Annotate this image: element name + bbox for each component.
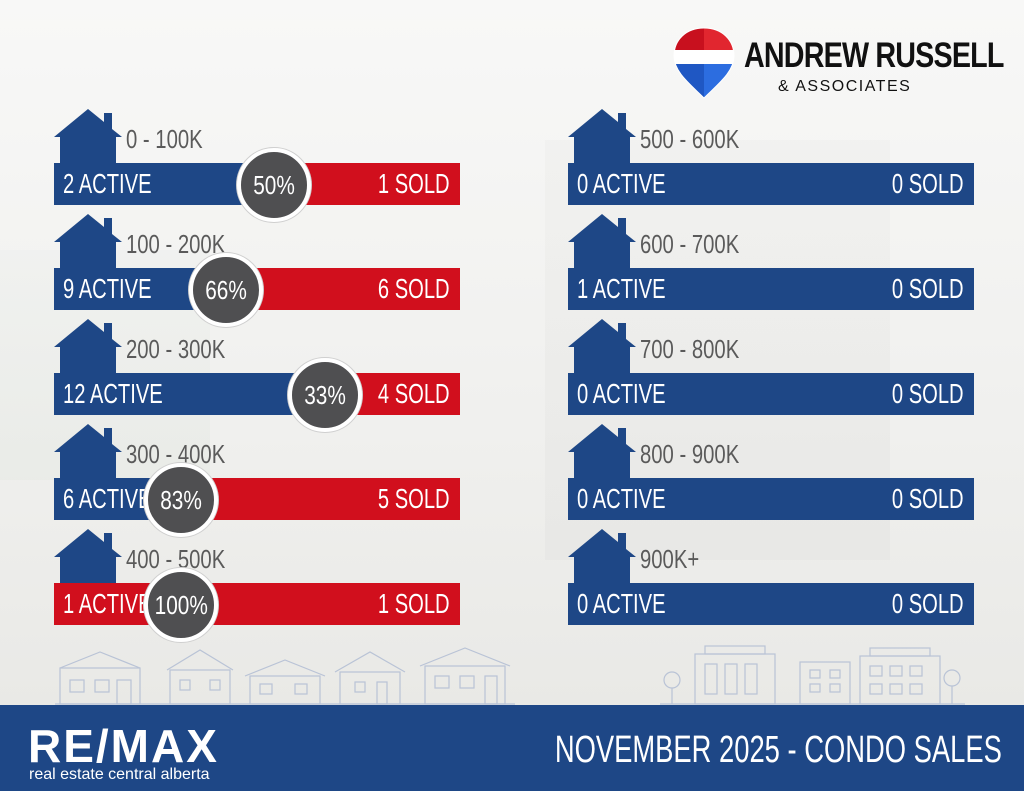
house-icon [568, 109, 636, 167]
active-sold-bar: 12 ACTIVE 4 SOLD 33% [54, 358, 460, 432]
range-row: 500 - 600K 0 ACTIVE 0 SOLD [568, 107, 974, 205]
active-count-label: 1 ACTIVE [63, 588, 152, 619]
active-count-label: 0 ACTIVE [577, 168, 666, 199]
brand-name: ANDREW RUSSELL [744, 36, 1004, 75]
active-segment [568, 373, 974, 415]
sold-count-label: 1 SOLD [378, 588, 450, 619]
brand-logo: ANDREW RUSSELL & ASSOCIATES [672, 26, 1004, 102]
active-sold-bar: 0 ACTIVE 0 SOLD [568, 478, 974, 520]
active-count-label: 9 ACTIVE [63, 273, 152, 304]
sold-count-label: 5 SOLD [378, 483, 450, 514]
range-row: 100 - 200K 9 ACTIVE 6 SOLD 66% [54, 212, 460, 327]
active-count-label: 12 ACTIVE [63, 378, 163, 409]
price-range-label: 200 - 300K [126, 334, 226, 364]
range-row: 400 - 500K 1 ACTIVE 1 SOLD 100% [54, 527, 460, 642]
brand-subname: & ASSOCIATES [778, 78, 912, 95]
sell-through-badge: 100% [144, 568, 218, 642]
sold-count-label: 0 SOLD [892, 588, 964, 619]
price-range-label: 900K+ [640, 544, 700, 574]
house-icon [568, 214, 636, 272]
remax-tagline: real estate central alberta [29, 766, 210, 783]
active-sold-bar: 1 ACTIVE 1 SOLD 100% [54, 568, 460, 642]
price-range-label: 600 - 700K [640, 229, 740, 259]
range-row: 300 - 400K 6 ACTIVE 5 SOLD 83% [54, 422, 460, 537]
active-count-label: 0 ACTIVE [577, 483, 666, 514]
house-icon [54, 424, 122, 482]
range-row: 700 - 800K 0 ACTIVE 0 SOLD [568, 317, 974, 415]
range-row: 900K+ 0 ACTIVE 0 SOLD [568, 527, 974, 625]
sell-through-badge: 33% [288, 358, 362, 432]
houses-skyline-icon [55, 647, 515, 705]
house-icon [568, 319, 636, 377]
house-icon [54, 109, 122, 167]
range-row: 0 - 100K 2 ACTIVE 1 SOLD 50% [54, 107, 460, 222]
active-sold-bar: 6 ACTIVE 5 SOLD 83% [54, 463, 460, 537]
house-icon [568, 529, 636, 587]
price-range-label: 700 - 800K [640, 334, 740, 364]
sold-count-label: 1 SOLD [378, 168, 450, 199]
sold-count-label: 0 SOLD [892, 483, 964, 514]
active-segment [568, 478, 974, 520]
price-range-label: 800 - 900K [640, 439, 740, 469]
house-icon [54, 529, 122, 587]
sell-through-badge: 50% [237, 148, 311, 222]
active-count-label: 2 ACTIVE [63, 168, 152, 199]
active-segment [568, 583, 974, 625]
active-count-label: 1 ACTIVE [577, 273, 666, 304]
active-segment [568, 268, 974, 310]
sold-count-label: 0 SOLD [892, 273, 964, 304]
active-sold-bar: 1 ACTIVE 0 SOLD [568, 268, 974, 310]
price-range-label: 500 - 600K [640, 124, 740, 154]
active-sold-bar: 2 ACTIVE 1 SOLD 50% [54, 148, 460, 222]
active-sold-bar: 0 ACTIVE 0 SOLD [568, 163, 974, 205]
range-row: 600 - 700K 1 ACTIVE 0 SOLD [568, 212, 974, 310]
price-range-label: 0 - 100K [126, 124, 203, 154]
active-sold-bar: 0 ACTIVE 0 SOLD [568, 583, 974, 625]
house-icon [568, 424, 636, 482]
active-count-label: 0 ACTIVE [577, 378, 666, 409]
sell-through-badge: 83% [144, 463, 218, 537]
sold-count-label: 0 SOLD [892, 378, 964, 409]
active-sold-bar: 0 ACTIVE 0 SOLD [568, 373, 974, 415]
active-count-label: 6 ACTIVE [63, 483, 152, 514]
footer-band: RE/MAX real estate central alberta NOVEM… [0, 705, 1024, 791]
active-count-label: 0 ACTIVE [577, 588, 666, 619]
active-sold-bar: 9 ACTIVE 6 SOLD 66% [54, 253, 460, 327]
remax-logo: RE/MAX [28, 720, 219, 772]
city-skyline-icon [660, 645, 965, 705]
sell-through-badge: 66% [189, 253, 263, 327]
sold-count-label: 0 SOLD [892, 168, 964, 199]
active-segment [54, 373, 325, 415]
sold-count-label: 6 SOLD [378, 273, 450, 304]
house-icon [54, 319, 122, 377]
range-row: 200 - 300K 12 ACTIVE 4 SOLD 33% [54, 317, 460, 432]
active-segment [568, 163, 974, 205]
page-title: NOVEMBER 2025 - CONDO SALES [554, 729, 1002, 771]
house-icon [54, 214, 122, 272]
range-row: 800 - 900K 0 ACTIVE 0 SOLD [568, 422, 974, 520]
balloon-logo-icon [673, 27, 735, 99]
price-range-label: 100 - 200K [126, 229, 226, 259]
sold-count-label: 4 SOLD [378, 378, 450, 409]
